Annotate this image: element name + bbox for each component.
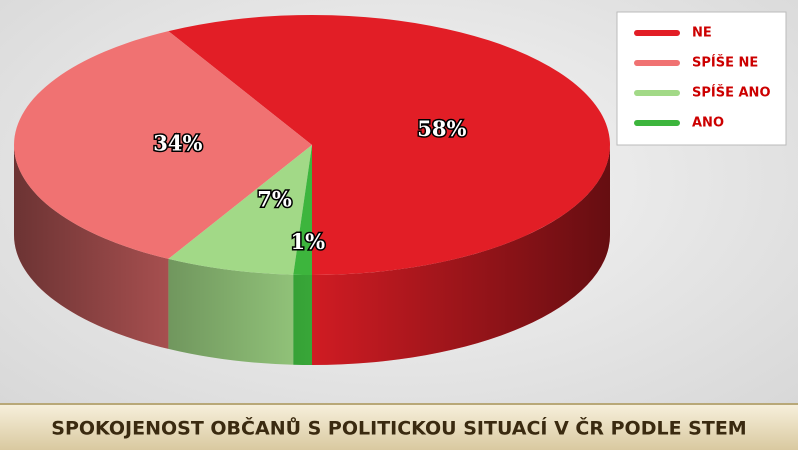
legend-label: SPÍŠE ANO <box>692 85 771 101</box>
slice <box>168 145 312 275</box>
data-label: 58% <box>417 116 466 141</box>
slice-side-shade <box>312 145 610 365</box>
legend-label: SPÍŠE NE <box>692 55 758 71</box>
chart-title: SPOKOJENOST OBČANŮ S POLITICKOU SITUACÍ … <box>51 416 746 440</box>
title-band <box>0 404 798 450</box>
slice <box>168 15 610 276</box>
legend-label: ANO <box>692 116 724 131</box>
legend-label: NE <box>692 26 712 41</box>
pie: 58% 34% 7% 1% <box>14 15 610 365</box>
slice-side-shade <box>14 145 169 349</box>
data-label: 34% <box>153 131 202 156</box>
slice <box>293 145 312 275</box>
slice <box>14 31 313 259</box>
legend: NE SPÍŠE NE SPÍŠE ANO ANO <box>634 26 771 131</box>
data-label: 7% <box>257 187 292 212</box>
data-label: 1% <box>290 229 325 254</box>
slice-side-shade <box>168 258 294 365</box>
slice-side-shade <box>293 274 312 365</box>
